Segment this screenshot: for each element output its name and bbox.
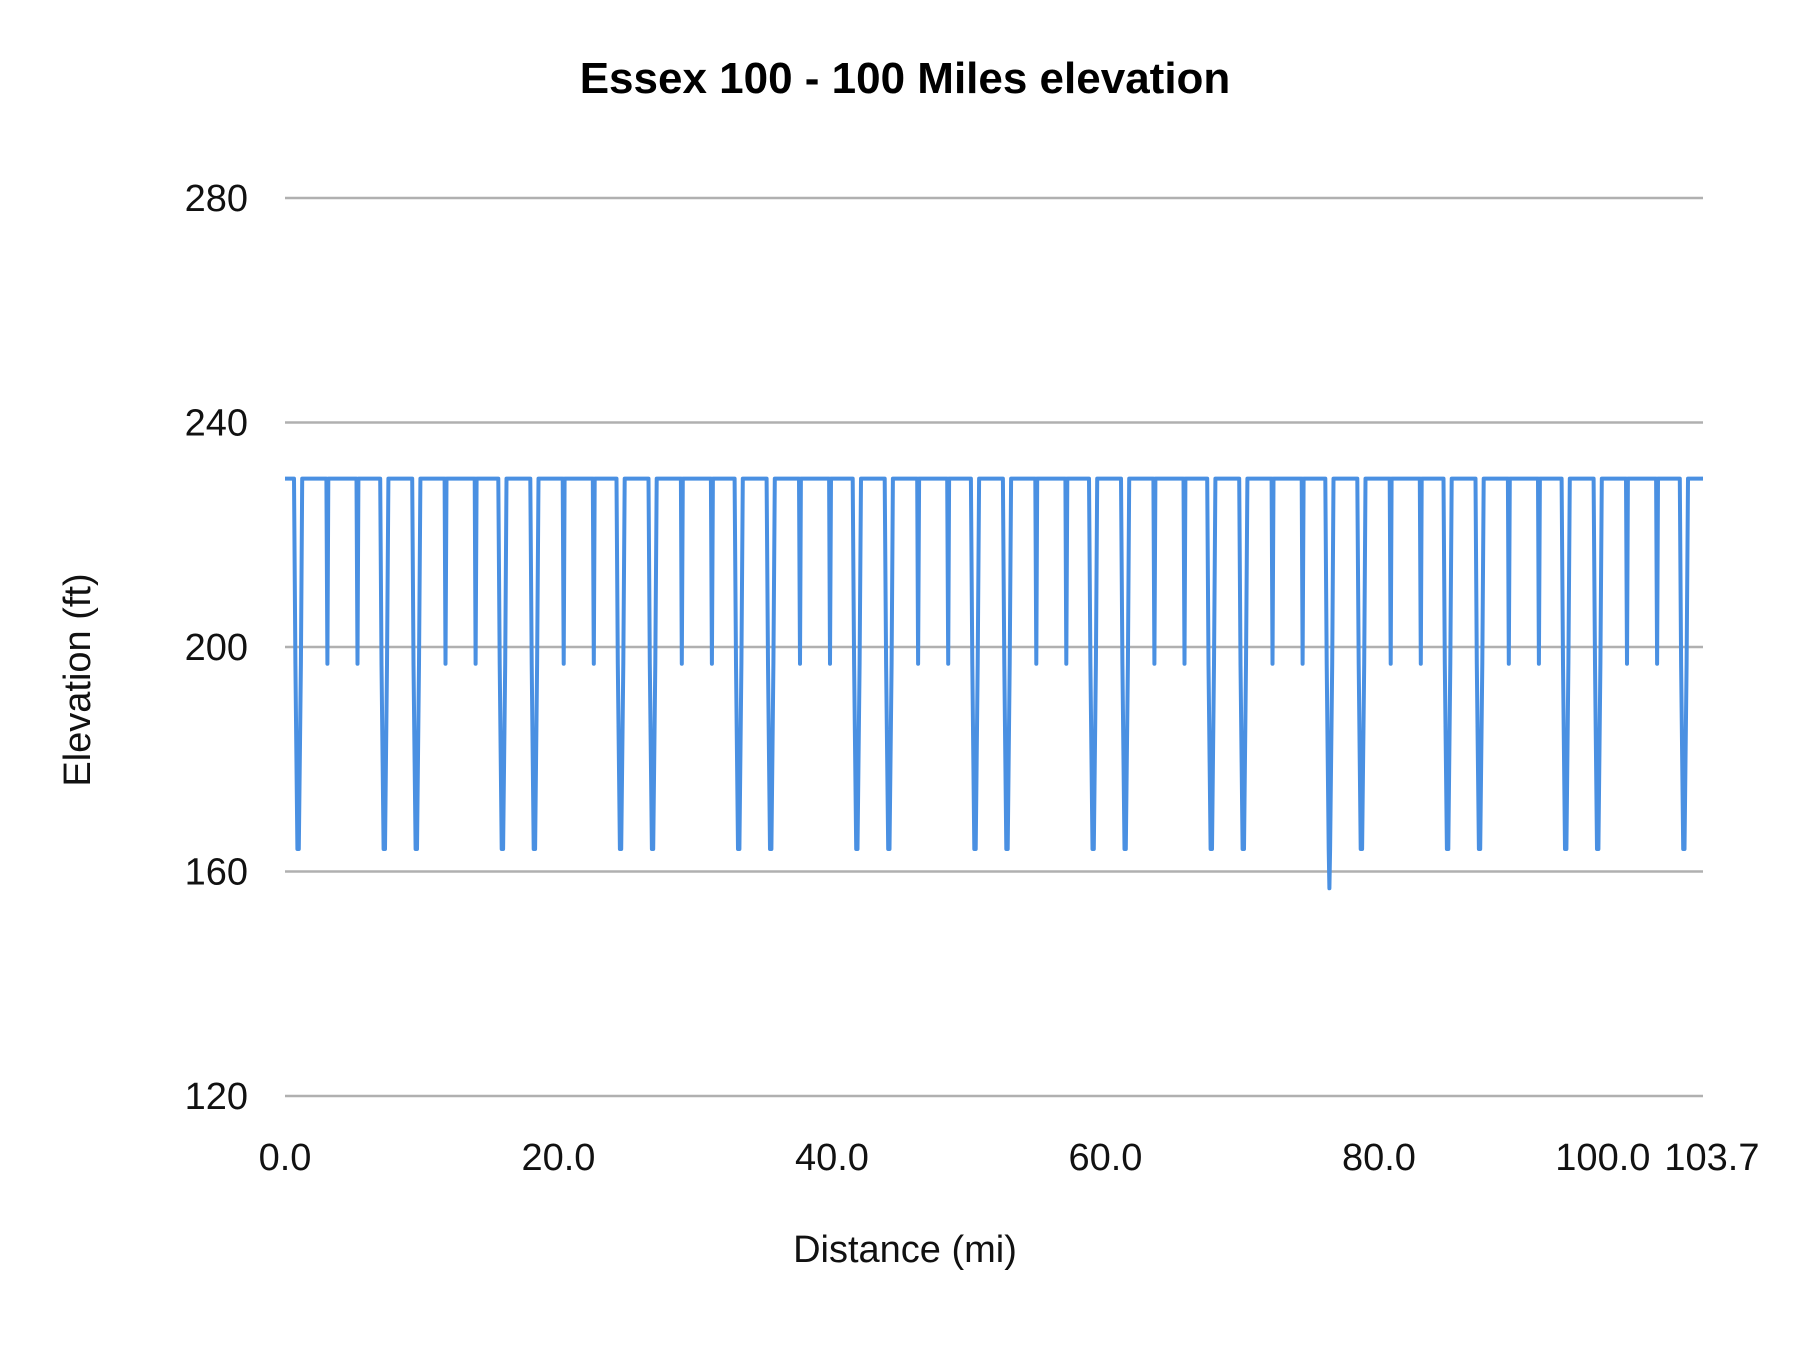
- x-tick-label: 0.0: [259, 1137, 312, 1179]
- y-tick-labels: 120 160 200 240 280: [185, 178, 248, 1118]
- elevation-line: [285, 476, 1703, 891]
- y-tick-label: 120: [185, 1076, 248, 1118]
- y-tick-label: 280: [185, 178, 248, 220]
- x-tick-label: 60.0: [1068, 1137, 1142, 1179]
- chart-title: Essex 100 - 100 Miles elevation: [580, 54, 1231, 103]
- x-tick-label: 103.7: [1664, 1137, 1759, 1179]
- x-axis-label: Distance (mi): [793, 1229, 1017, 1271]
- gridlines: [285, 196, 1703, 1098]
- y-tick-label: 240: [185, 403, 248, 445]
- y-tick-label: 200: [185, 627, 248, 669]
- y-axis-label: Elevation (ft): [57, 573, 99, 786]
- x-tick-label: 40.0: [795, 1137, 869, 1179]
- y-tick-label: 160: [185, 852, 248, 894]
- x-tick-label: 20.0: [521, 1137, 595, 1179]
- x-tick-labels: 0.0 20.0 40.0 60.0 80.0 100.0 103.7: [259, 1137, 1760, 1179]
- x-tick-label: 80.0: [1342, 1137, 1416, 1179]
- x-tick-label: 100.0: [1555, 1137, 1650, 1179]
